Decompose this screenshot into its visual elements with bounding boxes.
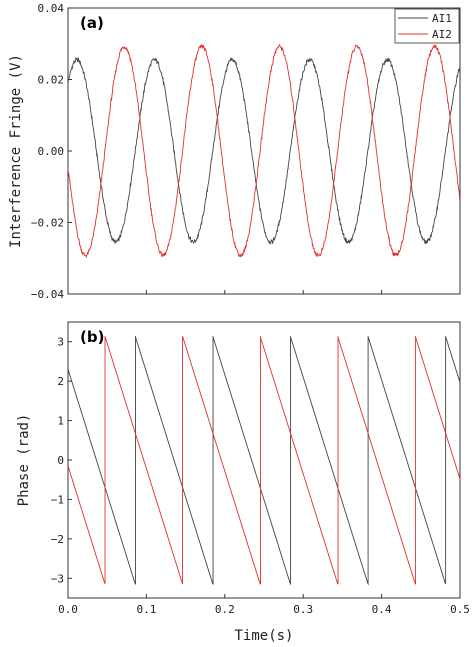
panel-b-x-axis-title: Time(s) bbox=[234, 628, 293, 644]
x-tick-label: 0.4 bbox=[372, 603, 392, 616]
series-line-ai1 bbox=[67, 56, 461, 245]
panel-a-y-axis-title: Interference Fringe (V) bbox=[8, 54, 24, 248]
y-tick-label: −0.04 bbox=[31, 288, 64, 301]
legend-box bbox=[394, 8, 460, 44]
y-tick-label: −2 bbox=[51, 533, 64, 546]
y-tick-label: −0.02 bbox=[31, 217, 64, 230]
y-tick-label: 1 bbox=[57, 415, 64, 428]
panel-a-x-ticks bbox=[67, 290, 461, 294]
x-tick-label: 0.3 bbox=[293, 603, 313, 616]
legend-label-ai1: AI1 bbox=[432, 12, 452, 25]
y-tick-label: 0.04 bbox=[38, 2, 65, 15]
panel-b-label: (b) bbox=[80, 328, 104, 346]
series-line-ai2 bbox=[67, 43, 461, 259]
phase-line-ai2 bbox=[67, 336, 461, 585]
x-tick-label: 0.5 bbox=[450, 603, 470, 616]
y-tick-label: 2 bbox=[57, 375, 64, 388]
y-tick-label: 0.00 bbox=[38, 145, 65, 158]
panel-a: −0.04 −0.02 0.00 0.02 0.04 (a) Interference … bbox=[8, 2, 461, 301]
x-tick-label: 0.1 bbox=[136, 603, 156, 616]
y-tick-label: 0.02 bbox=[38, 74, 65, 87]
panel-b: −3 −2 −1 0 1 2 3 0.0 0.1 0.2 0.3 0.4 0.5 (b) Phase … bbox=[16, 321, 470, 644]
legend-label-ai2: AI2 bbox=[432, 28, 452, 41]
y-tick-label: 3 bbox=[57, 336, 64, 349]
y-tick-label: 0 bbox=[57, 454, 64, 467]
y-tick-label: −3 bbox=[51, 572, 64, 585]
panel-b-y-ticks: −3 −2 −1 0 1 2 3 bbox=[51, 336, 72, 585]
legend: AI1 AI2 bbox=[394, 8, 460, 44]
panel-a-series-group bbox=[67, 43, 461, 259]
panel-b-series-group bbox=[67, 336, 461, 586]
phase-line-ai1 bbox=[67, 336, 461, 586]
panel-a-label: (a) bbox=[80, 14, 104, 32]
x-tick-label: 0.0 bbox=[58, 603, 78, 616]
panel-b-y-axis-title: Phase (rad) bbox=[16, 414, 32, 507]
x-tick-label: 0.2 bbox=[215, 603, 235, 616]
panel-b-x-ticks: 0.0 0.1 0.2 0.3 0.4 0.5 bbox=[58, 594, 470, 616]
y-tick-label: −1 bbox=[51, 493, 64, 506]
panel-a-y-ticks: −0.04 −0.02 0.00 0.02 0.04 bbox=[31, 2, 72, 301]
